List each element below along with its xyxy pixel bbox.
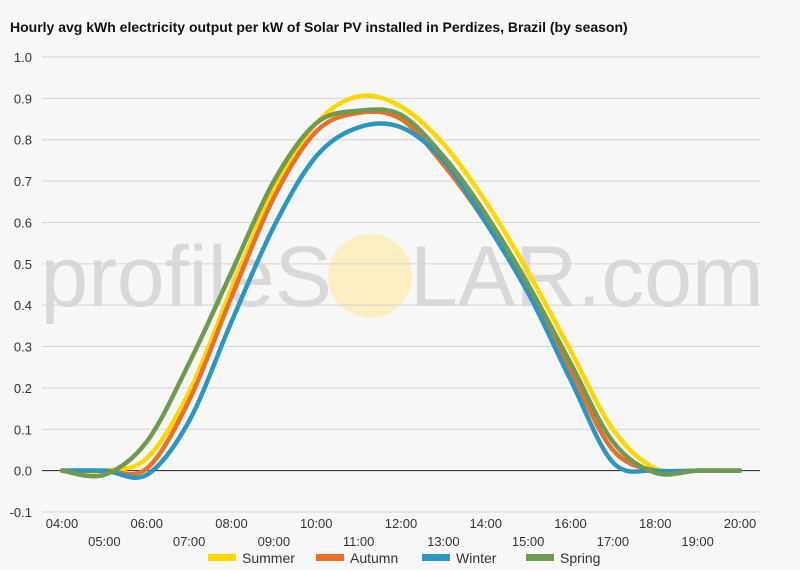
x-axis-ticks: 04:00 05:00 06:00 07:00 08:00 09:00 10:00 11:00… (46, 516, 757, 549)
series-line-autumn (59, 109, 743, 477)
legend-swatch (208, 554, 236, 561)
watermark: profileS LAR.com (40, 229, 763, 325)
x-tick-label: 15:00 (512, 534, 545, 549)
series-line-summer (59, 93, 743, 475)
series-line-spring (59, 107, 743, 479)
legend-item-winter: Winter (422, 550, 497, 566)
y-tick-label: 0.1 (14, 422, 32, 437)
watermark-text-left: profileS (40, 229, 332, 325)
series-lines (59, 93, 743, 480)
watermark-text-right: LAR.com (410, 229, 764, 325)
x-tick-label: 16:00 (554, 516, 587, 531)
x-tick-label: 10:00 (300, 516, 333, 531)
legend-label: Summer (242, 550, 295, 566)
series-line-winter (59, 121, 743, 480)
x-tick-label: 14:00 (469, 516, 502, 531)
y-tick-label: 0.6 (14, 215, 32, 230)
x-tick-label: 06:00 (130, 516, 163, 531)
legend-item-summer: Summer (208, 550, 295, 566)
y-tick-label: 0.0 (14, 464, 32, 479)
x-tick-label: 08:00 (215, 516, 248, 531)
y-tick-label: 1.0 (14, 50, 32, 65)
legend-swatch (316, 554, 344, 561)
y-axis-ticks: -0.1 0.0 0.1 0.2 0.3 0.4 0.5 0.6 0.7 0.8 0.9 1.0 (10, 50, 32, 520)
x-tick-label: 05:00 (88, 534, 121, 549)
y-tick-label: -0.1 (10, 505, 32, 520)
x-tick-label: 19:00 (681, 534, 714, 549)
watermark-sun-icon (328, 234, 412, 318)
chart-title: Hourly avg kWh electricity output per kW… (10, 19, 628, 35)
y-tick-label: 0.4 (14, 298, 32, 313)
x-tick-label: 11:00 (343, 534, 375, 549)
x-tick-label: 04:00 (46, 516, 79, 531)
legend-label: Spring (560, 550, 600, 566)
legend: Summer Autumn Winter Spring (208, 550, 600, 566)
y-tick-label: 0.9 (14, 91, 32, 106)
x-tick-label: 09:00 (258, 534, 291, 549)
legend-swatch (526, 554, 554, 561)
x-tick-label: 12:00 (385, 516, 418, 531)
x-tick-label: 07:00 (173, 534, 206, 549)
y-tick-label: 0.5 (14, 257, 32, 272)
y-tick-label: 0.7 (14, 174, 32, 189)
x-tick-label: 20:00 (724, 516, 757, 531)
x-tick-label: 13:00 (427, 534, 460, 549)
legend-label: Winter (456, 550, 497, 566)
legend-item-spring: Spring (526, 550, 600, 566)
legend-item-autumn: Autumn (316, 550, 398, 566)
x-tick-label: 18:00 (639, 516, 672, 531)
y-tick-label: 0.3 (14, 340, 32, 355)
x-tick-label: 17:00 (597, 534, 630, 549)
legend-label: Autumn (350, 550, 398, 566)
y-tick-label: 0.8 (14, 133, 32, 148)
y-tick-label: 0.2 (14, 381, 32, 396)
legend-swatch (422, 554, 450, 561)
